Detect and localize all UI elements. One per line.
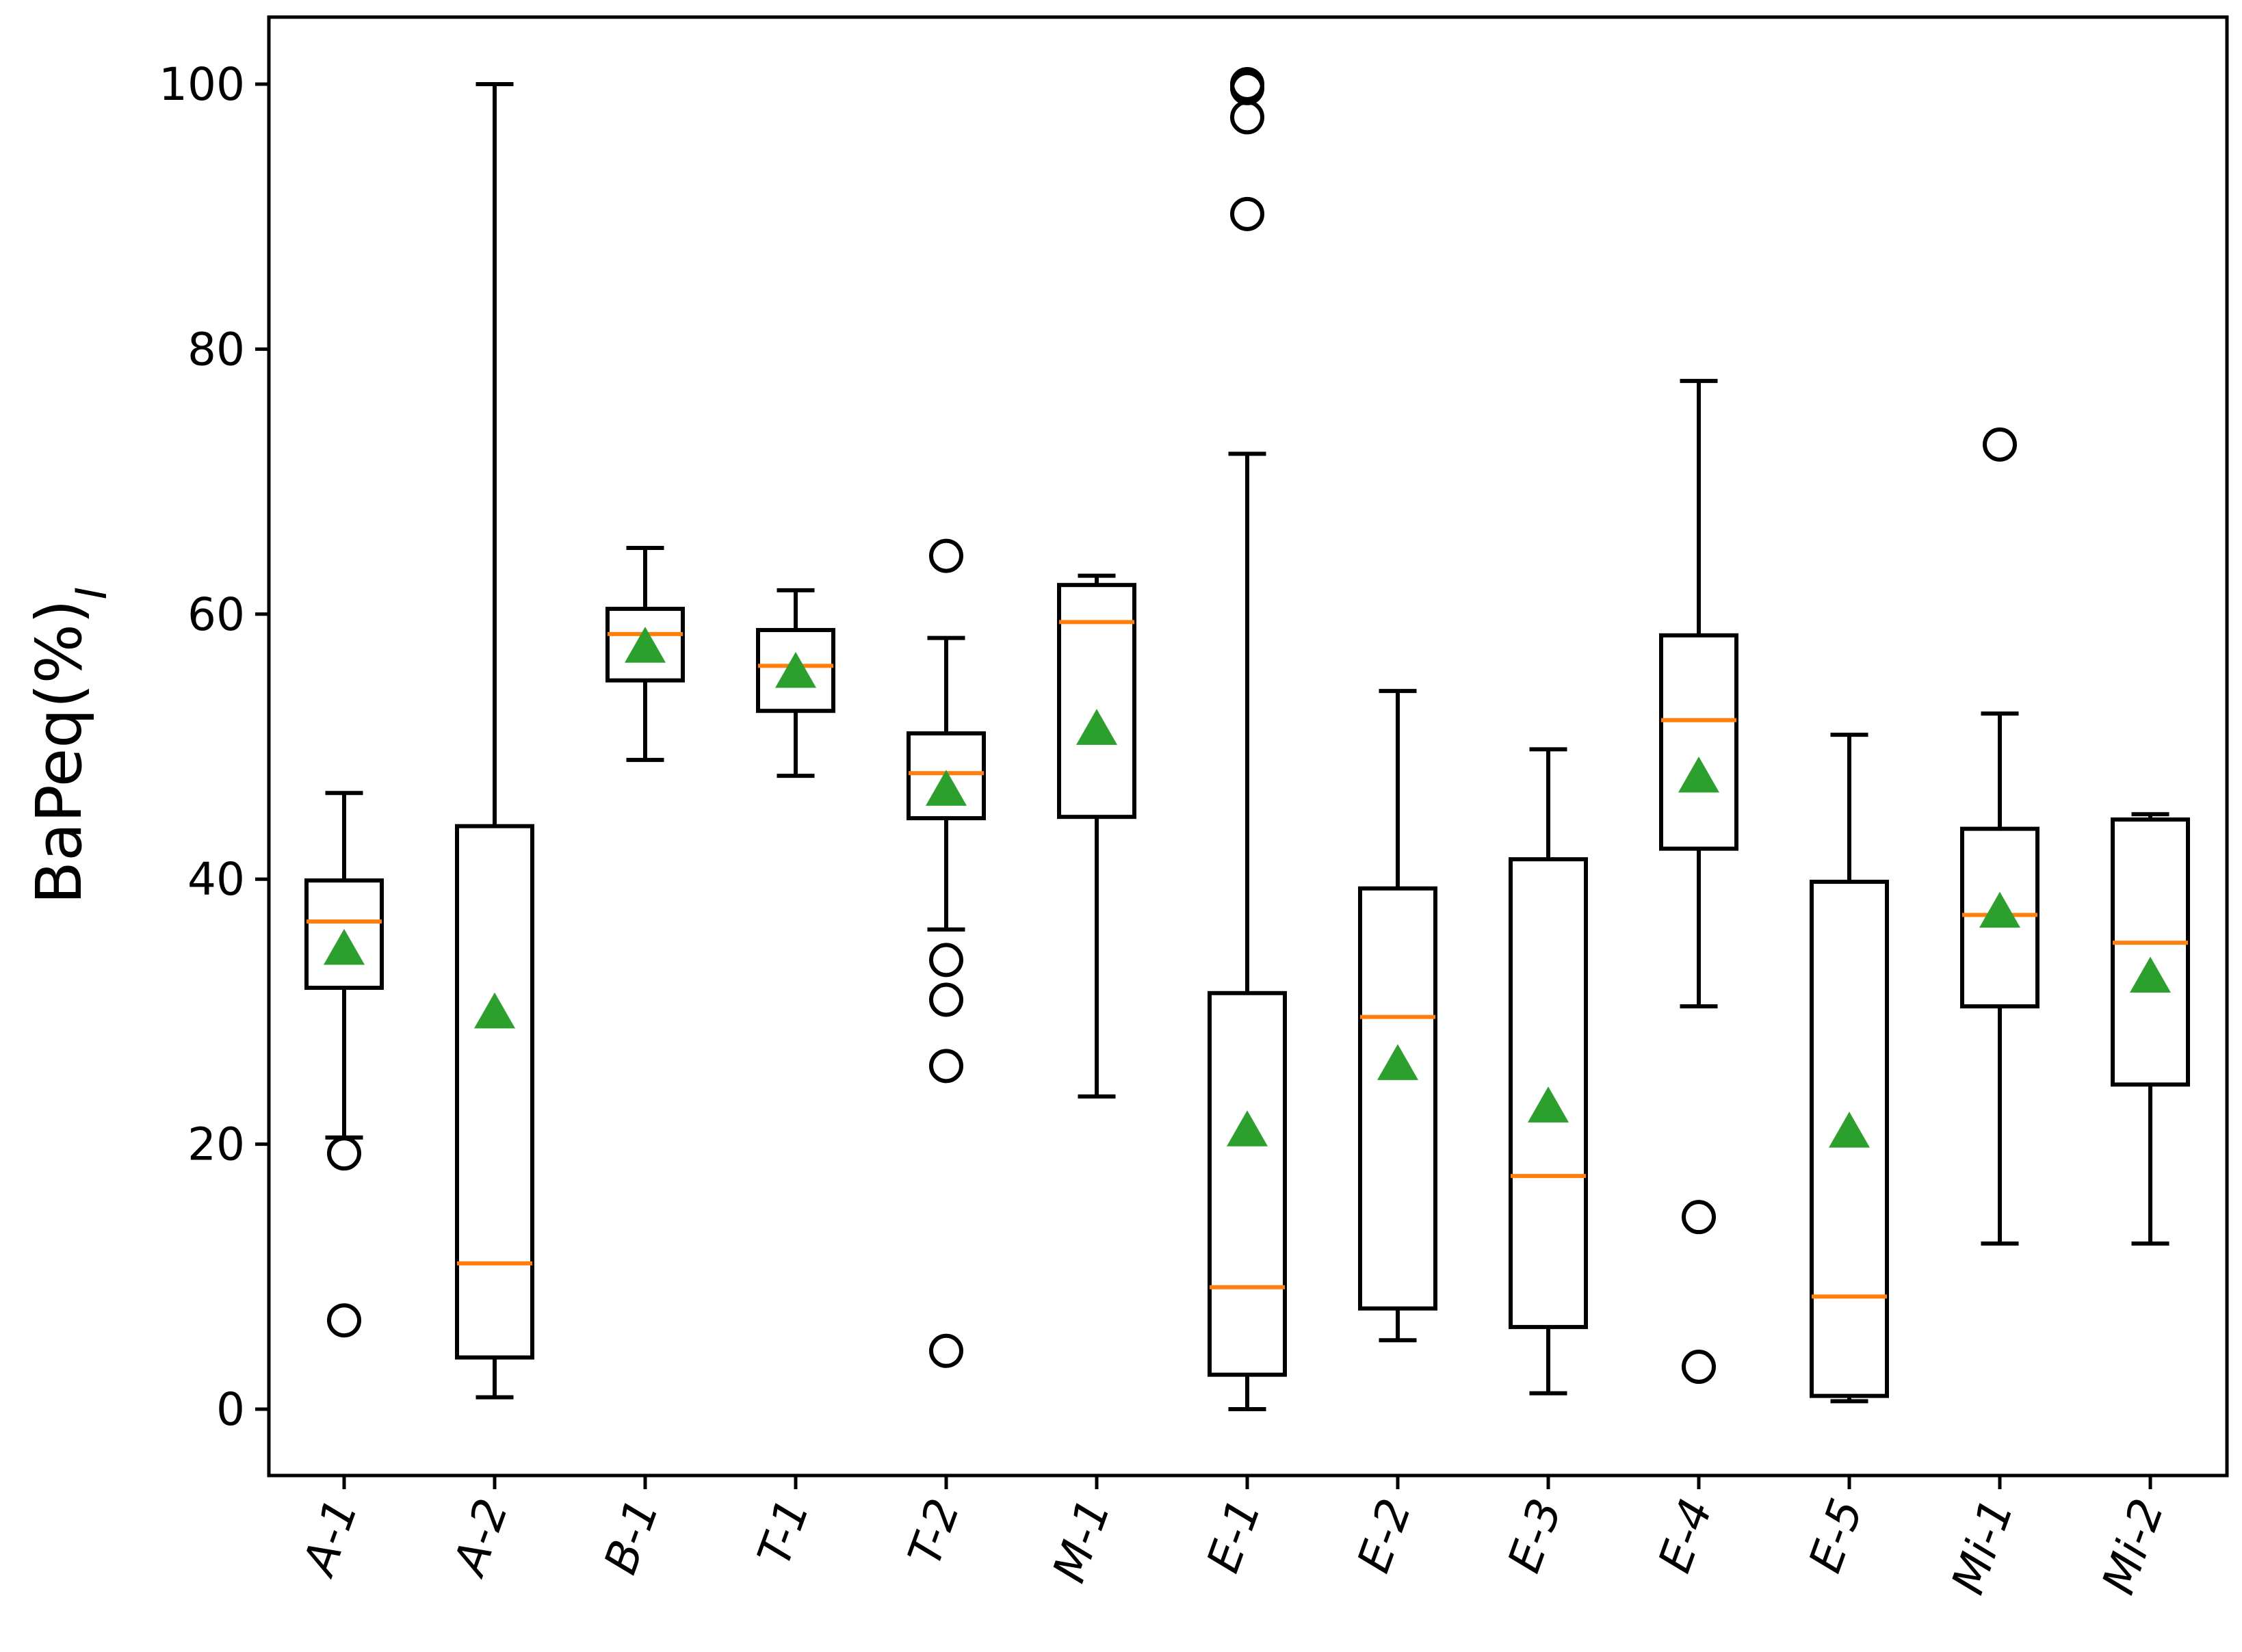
mean-marker xyxy=(775,652,816,688)
y-tick-label: 20 xyxy=(187,1118,245,1171)
x-tick-label-e-2: E-2 xyxy=(1347,1492,1422,1579)
box-e-4 xyxy=(1659,633,1738,851)
y-tick-label: 40 xyxy=(187,853,245,906)
x-tick-label-e-3: E-3 xyxy=(1498,1492,1572,1579)
x-tick-label-mi-2: Mi-2 xyxy=(2091,1492,2174,1601)
mean-marker xyxy=(1678,757,1719,793)
y-tick-label: 100 xyxy=(159,58,245,111)
x-tick-label-a-2: A-2 xyxy=(442,1492,519,1584)
mean-marker xyxy=(1528,1086,1569,1123)
box-e-3 xyxy=(1509,857,1588,1329)
box-group-e-2 xyxy=(1358,689,1437,1343)
box-group-t-1 xyxy=(756,588,835,778)
outlier-point xyxy=(1983,427,2017,462)
plot-marks xyxy=(304,67,2190,1411)
box-e-2 xyxy=(1358,886,1437,1311)
box-t-1 xyxy=(756,628,835,713)
box-mi-2 xyxy=(2111,817,2190,1087)
y-axis-label-subscript: I xyxy=(66,587,116,599)
y-axis-label: BaPeq(%)I xyxy=(23,587,116,904)
x-tick-label-e-5: E-5 xyxy=(1799,1492,1873,1579)
box-t-2 xyxy=(907,731,986,821)
mean-marker xyxy=(926,770,967,806)
outlier-point xyxy=(929,982,963,1017)
outlier-point xyxy=(929,538,963,573)
x-tick-label-b-1: B-1 xyxy=(594,1492,669,1581)
box-e-1 xyxy=(1208,991,1287,1377)
y-tick-label: 0 xyxy=(216,1383,245,1436)
x-tick-label-e-4: E-4 xyxy=(1648,1492,1723,1579)
axes: 0 20 40 60 80 100 A-1 A-2 B-1 T-1 T-2 M-1 E-1 E-2 E-3 E… xyxy=(23,15,2229,1601)
outlier-point xyxy=(929,1333,963,1368)
mean-marker xyxy=(324,928,365,965)
mean-marker xyxy=(474,992,515,1029)
mean-marker xyxy=(1979,891,2020,928)
box-group-mi-1 xyxy=(1960,427,2039,1246)
outlier-point xyxy=(929,1049,963,1084)
x-tick-label-t-1: T-1 xyxy=(748,1492,820,1572)
box-group-m-1 xyxy=(1057,573,1136,1099)
y-tick-label: 80 xyxy=(187,323,245,376)
y-axis-label-main: BaPeq(%) xyxy=(23,599,96,904)
mean-marker xyxy=(1227,1110,1268,1146)
box-b-1 xyxy=(605,607,685,683)
outlier-point xyxy=(327,1136,361,1171)
box-group-e-4 xyxy=(1659,378,1738,1385)
box-group-a-1 xyxy=(304,791,384,1338)
x-tick-label-a-1: A-1 xyxy=(291,1492,368,1584)
box-mi-1 xyxy=(1960,826,2039,1009)
x-tick-label-mi-1: Mi-1 xyxy=(1941,1492,2024,1601)
box-group-e-1 xyxy=(1208,67,1287,1411)
outlier-point xyxy=(327,1303,361,1338)
mean-marker xyxy=(1076,709,1117,745)
box-group-e-3 xyxy=(1509,747,1588,1395)
outlier-point xyxy=(1230,196,1264,231)
x-tick-label-e-1: E-1 xyxy=(1197,1492,1271,1579)
x-tick-label-t-2: T-2 xyxy=(898,1492,970,1572)
outlier-point xyxy=(1230,100,1264,135)
box-group-b-1 xyxy=(605,545,685,762)
outlier-point xyxy=(929,943,963,978)
outlier-point xyxy=(1682,1350,1716,1385)
mean-marker xyxy=(2130,956,2171,993)
box-e-5 xyxy=(1810,880,1889,1398)
x-tick-label-m-1: M-1 xyxy=(1043,1492,1121,1589)
mean-marker xyxy=(1377,1044,1418,1080)
mean-marker xyxy=(1829,1112,1870,1148)
box-a-2 xyxy=(455,824,534,1360)
box-group-a-2 xyxy=(455,82,534,1400)
box-group-e-5 xyxy=(1810,733,1889,1404)
box-group-t-2 xyxy=(907,538,986,1368)
box-m-1 xyxy=(1057,583,1136,820)
outlier-point xyxy=(1682,1200,1716,1235)
mean-marker xyxy=(625,627,666,663)
y-tick-label: 60 xyxy=(187,588,245,641)
box-a-1 xyxy=(304,878,384,991)
box-group-mi-2 xyxy=(2111,812,2190,1246)
